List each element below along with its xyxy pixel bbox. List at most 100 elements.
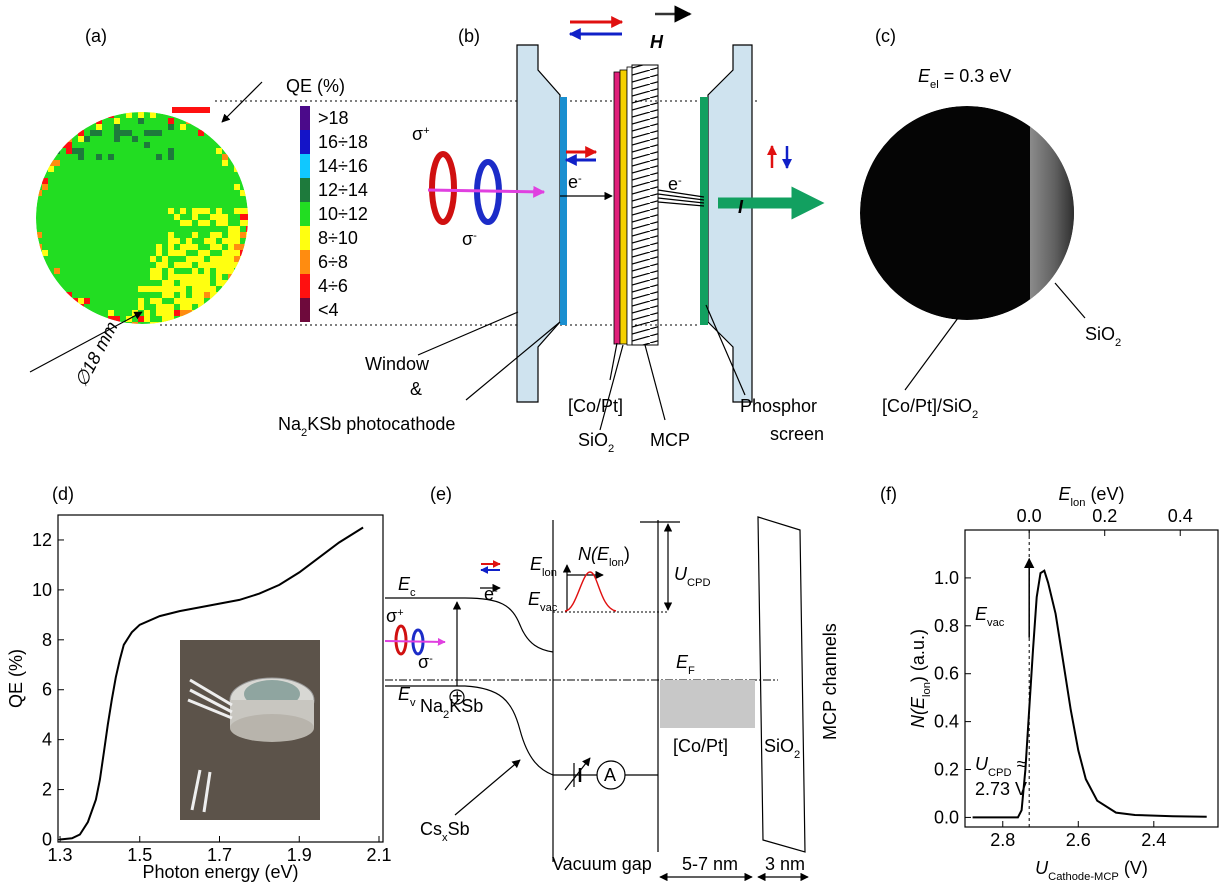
map-pixel [180,244,186,250]
legend-swatch [300,130,310,154]
label-part: 2 [608,443,614,455]
map-pixel [222,292,228,298]
x-axis-label: Photon energy (eV) [142,862,298,882]
map-pixel [36,118,42,124]
map-pixel [174,262,180,268]
sio2-layer [620,70,627,344]
annotation-part: CPD [988,767,1012,779]
label-part: v [410,697,416,709]
map-pixel [204,268,210,274]
map-pixel [48,142,54,148]
map-pixel [72,298,78,304]
map-pixel [192,214,198,220]
legend-swatch [300,154,310,178]
label: SiO2 [578,430,614,455]
panel-label: (d) [52,484,74,504]
map-pixel [96,124,102,130]
map-pixel [54,160,60,166]
label-part: Sb [448,819,470,839]
legend-label: 6÷8 [318,252,348,272]
legend-swatch [300,274,310,298]
map-pixel [234,304,240,310]
label: MCP channels [820,623,840,740]
map-pixel [186,256,192,262]
y-tick-label: 2 [42,780,52,800]
sigma-plus-part: σ [412,124,423,144]
map-pixel [216,148,222,154]
label-part: vac [540,602,558,614]
legend-swatch [300,298,310,322]
map-pixel [222,262,228,268]
map-pixel [150,130,156,136]
map-pixel [156,268,162,274]
map-pixel [210,238,216,244]
annotation: 2.73 V [975,779,1027,799]
label-part: - [429,653,433,665]
y-tick-label: 0 [42,830,52,850]
map-pixel [180,262,186,268]
map-pixel [180,124,186,130]
map-pixel [36,232,42,238]
map-pixel [234,316,240,322]
map-pixel [180,316,186,322]
map-pixel [222,298,228,304]
map-pixel [174,274,180,280]
map-pixel [162,256,168,262]
label: SiO2 [764,736,800,761]
label: 5-7 nm [682,854,738,874]
map-pixel [192,274,198,280]
map-pixel [42,250,48,256]
map-pixel [168,268,174,274]
label-part: Na [278,414,302,434]
map-pixel [174,298,180,304]
sigma-minus: σ- [462,229,477,249]
map-pixel [228,250,234,256]
map-edge [172,107,210,113]
field-label: H [650,32,664,52]
panel-label: (f) [880,484,897,504]
label-part: U [674,564,688,584]
map-pixel [150,268,156,274]
screen-plate [708,45,752,402]
map-pixel [156,304,162,310]
map-pixel [144,316,150,322]
map-pixel [204,280,210,286]
map-pixel [132,322,138,328]
map-pixel [186,244,192,250]
label-part: σ [418,652,429,672]
legend-label: 10÷12 [318,204,368,224]
map-pixel [162,304,168,310]
map-pixel [186,280,192,286]
map-pixel [168,232,174,238]
map-pixel [156,298,162,304]
map-pixel [198,250,204,256]
map-pixel [234,286,240,292]
map-pixel [222,214,228,220]
map-pixel [84,298,90,304]
legend-label: 16÷18 [318,132,368,152]
x2-axis-label-part: (eV) [1085,484,1124,504]
map-pixel [216,262,222,268]
x-axis-label-part: (V) [1119,858,1148,878]
map-pixel [216,304,222,310]
map-pixel [60,118,66,124]
map-pixel [180,286,186,292]
map-pixel [216,274,222,280]
map-pixel [198,262,204,268]
map-pixel [234,310,240,316]
map-pixel [228,316,234,322]
map-pixel [48,160,54,166]
map-pixel [222,256,228,262]
map-pixel [48,148,54,154]
map-pixel [108,112,114,118]
map-pixel [234,238,240,244]
electron-part: e [668,174,678,194]
label: Ec [398,574,416,599]
legend-label: 4÷6 [318,276,348,296]
label-part: KSb photocathode [307,414,455,434]
map-pixel [36,244,42,250]
map-pixel [66,142,72,148]
electron-part: e [568,172,578,192]
label-part: e [484,584,494,604]
sigma-plus-part: + [423,125,430,137]
